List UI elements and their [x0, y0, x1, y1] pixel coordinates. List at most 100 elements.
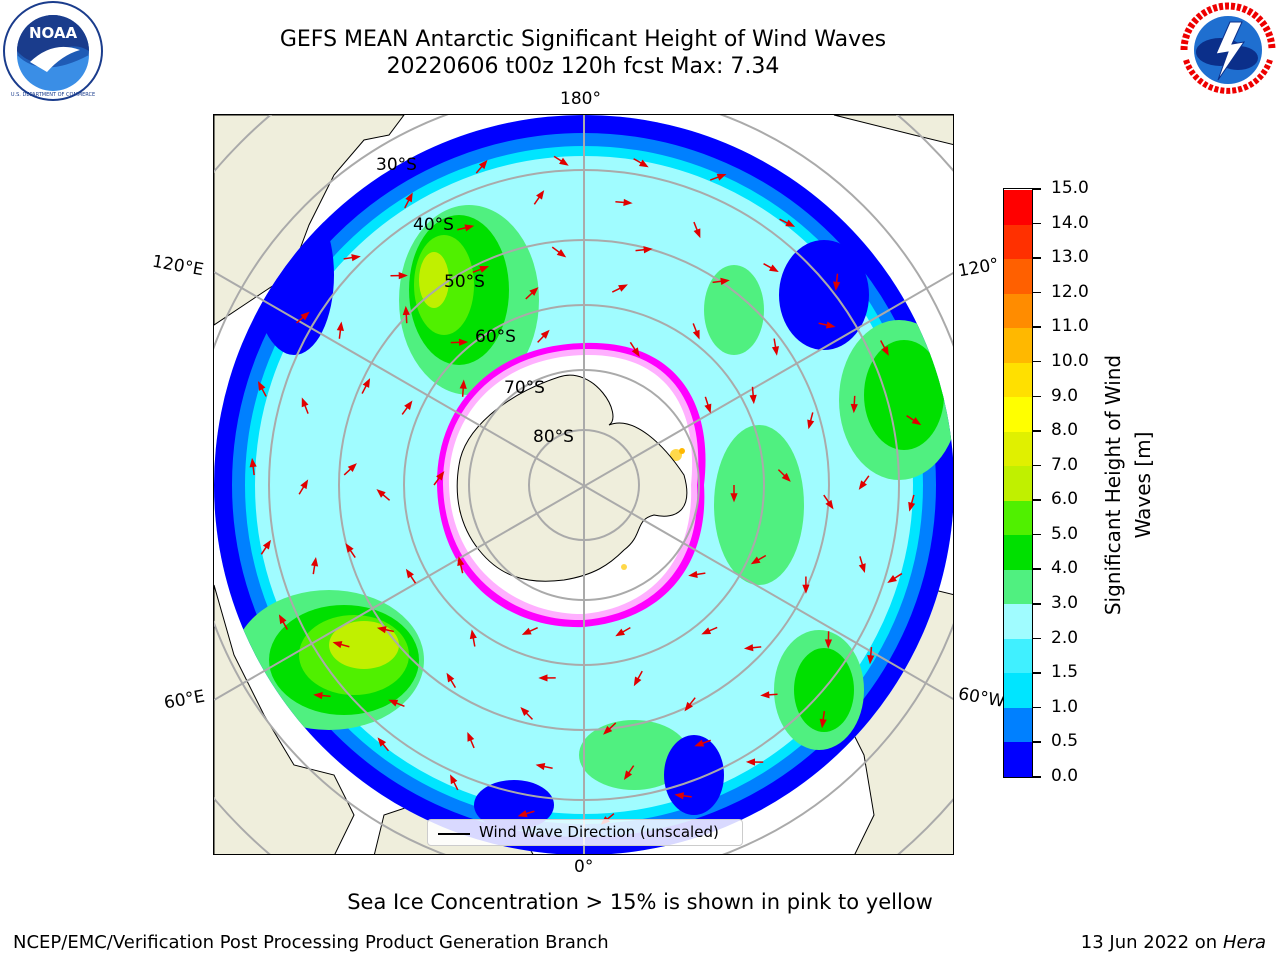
arrow-head: [398, 272, 408, 280]
arrow-head: [824, 639, 833, 649]
arrow-head: [643, 246, 653, 254]
polar-map: 30°S 40°S 50°S 60°S 70°S 80°S Wind Wave …: [213, 114, 954, 855]
arrow-head: [688, 570, 698, 578]
arrow-head: [478, 159, 488, 170]
arrow-head: [404, 400, 413, 410]
arrow-head: [520, 706, 530, 717]
nws-logo: [1180, 2, 1276, 97]
arrow-head: [405, 568, 414, 579]
colorbar-tick: [1033, 326, 1041, 328]
colorbar-segment: [1004, 327, 1032, 363]
svg-text:NOAA: NOAA: [29, 24, 78, 42]
colorbar-segment: [1004, 224, 1032, 260]
chart-subtitle: 20220606 t00z 120h fcst Max: 7.34: [386, 54, 780, 79]
colorbar-tick-label: 1.0: [1051, 696, 1079, 717]
footer-system: Hera: [1222, 932, 1266, 953]
colorbar-tick-label: 14.0: [1051, 212, 1089, 233]
colorbar-tick-label: 12.0: [1051, 281, 1089, 302]
colorbar-tick: [1033, 533, 1041, 536]
colorbar-segment: [1004, 672, 1032, 708]
arrow-head: [850, 403, 858, 414]
colorbar-tick-label: 8.0: [1051, 420, 1079, 441]
arrow-head: [457, 556, 465, 566]
arrow-head: [388, 699, 399, 707]
arrow-head: [479, 266, 490, 273]
colorbar-segment: [1004, 258, 1032, 294]
lat-label: 60°S: [475, 327, 516, 347]
colorbar-tick-label: 1.5: [1051, 662, 1079, 683]
lat-label: 50°S: [444, 272, 485, 292]
latitude-labels: 30°S 40°S 50°S 60°S 70°S 80°S: [376, 155, 574, 447]
arrow-head: [521, 627, 532, 635]
map-legend: Wind Wave Direction (unscaled): [427, 819, 743, 846]
arrow-head: [347, 463, 357, 472]
colorbar-tick-label: 2.0: [1051, 627, 1079, 648]
lat-label: 40°S: [413, 215, 454, 235]
colorbar-tick-label: 10.0: [1051, 350, 1089, 371]
colorbar-tick: [1033, 499, 1041, 501]
colorbar-segment: [1004, 189, 1032, 225]
colorbar-title: Significant Height of Wind Waves [m]: [1101, 354, 1155, 616]
arrow-head: [674, 792, 685, 800]
colorbar-tick-label: 9.0: [1051, 385, 1079, 406]
arrow-head: [833, 281, 841, 291]
colorbar-tick: [1033, 430, 1041, 432]
colorbar-tick-label: 13.0: [1051, 247, 1089, 268]
arrow-head: [638, 159, 649, 168]
lon-label-bottom: 0°: [574, 857, 594, 877]
arrow-head: [538, 674, 548, 682]
arrow-head: [262, 539, 271, 550]
wind-wave-arrows: [249, 155, 922, 825]
colorbar-tick: [1033, 706, 1041, 709]
arrow-head: [704, 403, 712, 414]
map-canvas: 30°S 40°S 50°S 60°S 70°S 80°S: [214, 115, 953, 854]
arrow-head: [694, 739, 705, 747]
arrow-head: [745, 758, 756, 766]
colorbar-tick: [1033, 188, 1041, 190]
colorbar-tick-label: 5.0: [1051, 523, 1079, 544]
arrow-head: [743, 644, 754, 652]
arrow-head: [336, 321, 344, 332]
arrow-head: [701, 627, 712, 635]
arrow-head: [911, 417, 922, 426]
arrow-head: [825, 499, 834, 510]
arrow-head: [881, 346, 889, 356]
colorbar-tick-label: 15.0: [1051, 178, 1089, 198]
arrow-head: [769, 264, 779, 273]
colorbar-segment: [1004, 569, 1032, 605]
arrow-head: [540, 329, 550, 339]
arrow-head: [807, 419, 815, 430]
colorbar-tick: [1033, 568, 1041, 570]
arrow-head: [684, 701, 693, 712]
arrow-head: [559, 157, 569, 166]
arrow-head: [781, 472, 791, 482]
colorbar-tick-label: 4.0: [1051, 558, 1079, 579]
arrow-head: [405, 192, 413, 203]
arrow-head: [623, 198, 633, 207]
arrow-head: [858, 563, 866, 574]
arrow-head: [469, 629, 477, 640]
arrow-head: [436, 471, 445, 481]
colorbar-tick: [1033, 637, 1041, 640]
lat-label: 70°S: [504, 378, 545, 398]
lon-label-left-lower: 60°E: [162, 686, 207, 714]
arrow-head: [345, 543, 354, 553]
arrow-head: [615, 628, 625, 637]
colorbar-tick-label: 7.0: [1051, 454, 1079, 475]
arrow-head: [693, 228, 701, 239]
arrow-head: [464, 224, 475, 232]
colorbar-segment: [1004, 362, 1032, 398]
colorbar-segment: [1004, 741, 1032, 777]
arrow-head: [908, 501, 916, 512]
colorbar-tick: [1033, 603, 1041, 605]
colorbar-tick: [1033, 360, 1041, 363]
arrow-head: [310, 556, 319, 567]
arrow-head: [618, 284, 628, 292]
svg-text:U.S. DEPARTMENT OF COMMERCE: U.S. DEPARTMENT OF COMMERCE: [11, 92, 95, 98]
colorbar-segment: [1004, 293, 1032, 329]
footer-credit: NCEP/EMC/Verification Post Processing Pr…: [13, 932, 609, 953]
noaa-logo: NOAA U.S. DEPARTMENT OF COMMERCE: [3, 1, 103, 101]
colorbar-segment: [1004, 465, 1032, 501]
colorbar-tick: [1033, 222, 1041, 225]
arrow-head: [300, 479, 309, 490]
